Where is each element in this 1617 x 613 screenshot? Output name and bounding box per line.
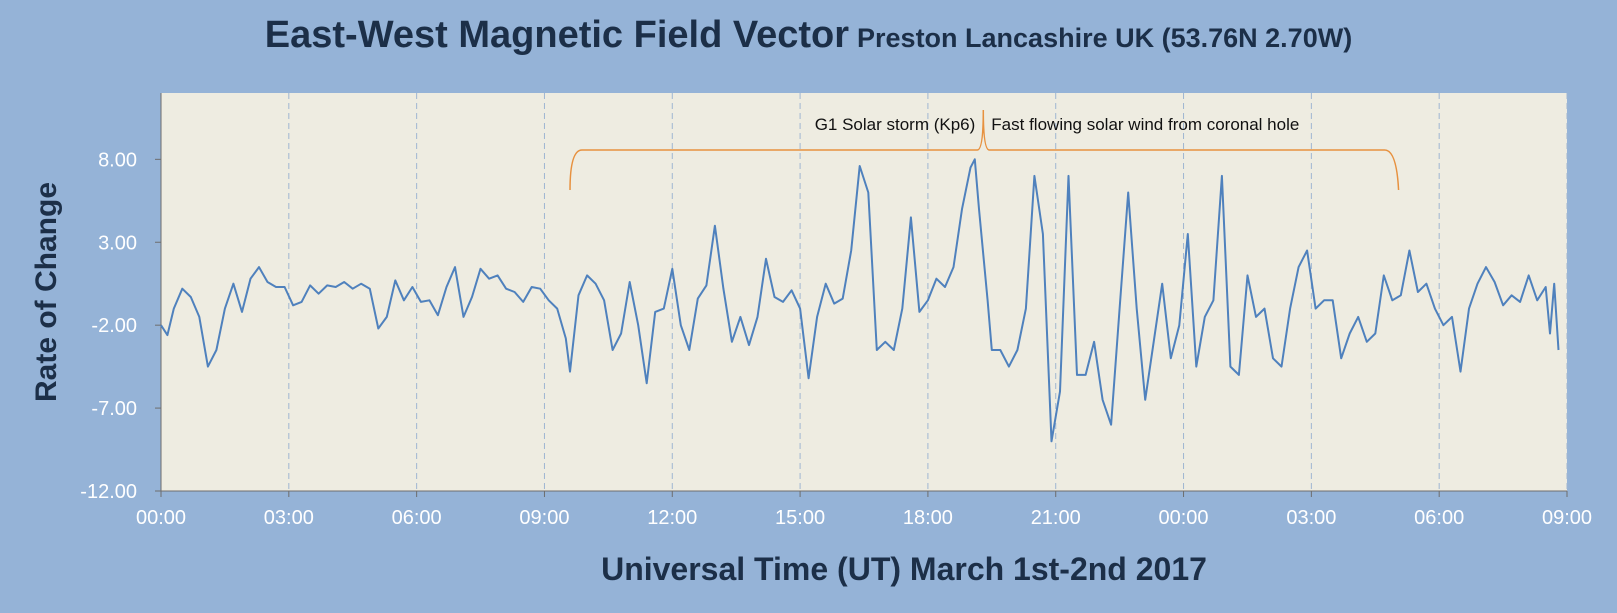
y-axis-label: Rate of Change [30, 182, 63, 402]
gridlines [288, 93, 1568, 491]
y-tick-label-3: -7.00 [91, 398, 137, 420]
x-axis-label: Universal Time (UT) March 1st-2nd 2017 [601, 551, 1207, 587]
x-tick-label-4: 12:00 [647, 507, 697, 529]
y-tick-label-4: -12.00 [80, 481, 137, 503]
x-tick-label-1: 03:00 [264, 507, 314, 529]
x-tick-label-6: 18:00 [903, 507, 953, 529]
x-tick-label-8: 00:00 [1159, 507, 1209, 529]
chart-title: East-West Magnetic Field Vector [264, 14, 850, 56]
y-tick-labels: 8.00 3.00 -2.00 -7.00 -12.00 [80, 149, 137, 503]
annotation-solar-storm: G1 Solar storm (Kp6) [815, 115, 976, 134]
y-tick-label-2: -2.00 [91, 315, 137, 337]
plot-area [161, 93, 1567, 491]
x-tick-label-5: 15:00 [775, 507, 825, 529]
series-line-east-west [160, 158, 1560, 443]
axes [155, 93, 1568, 497]
x-tick-label-9: 03:00 [1286, 507, 1336, 529]
annotation-solar-wind: Fast flowing solar wind from coronal hol… [991, 115, 1299, 134]
x-tick-label-10: 06:00 [1414, 507, 1464, 529]
x-tick-label-3: 09:00 [519, 507, 569, 529]
annotation-brace [569, 109, 1400, 191]
y-tick-label-0: 8.00 [98, 149, 137, 171]
x-tick-label-7: 21:00 [1031, 507, 1081, 529]
x-tick-labels: 00:00 03:00 06:00 09:00 12:00 15:00 18:00 21:00… [136, 507, 1592, 529]
chart-title-block: East-West Magnetic Field Vector Preston L… [0, 14, 1617, 57]
y-tick-label-1: 3.00 [98, 232, 137, 254]
x-tick-label-0: 00:00 [136, 507, 186, 529]
x-tick-label-2: 06:00 [392, 507, 442, 529]
x-tick-label-11: 09:00 [1542, 507, 1592, 529]
chart-subtitle: Preston Lancashire UK (53.76N 2.70W) [857, 23, 1353, 53]
